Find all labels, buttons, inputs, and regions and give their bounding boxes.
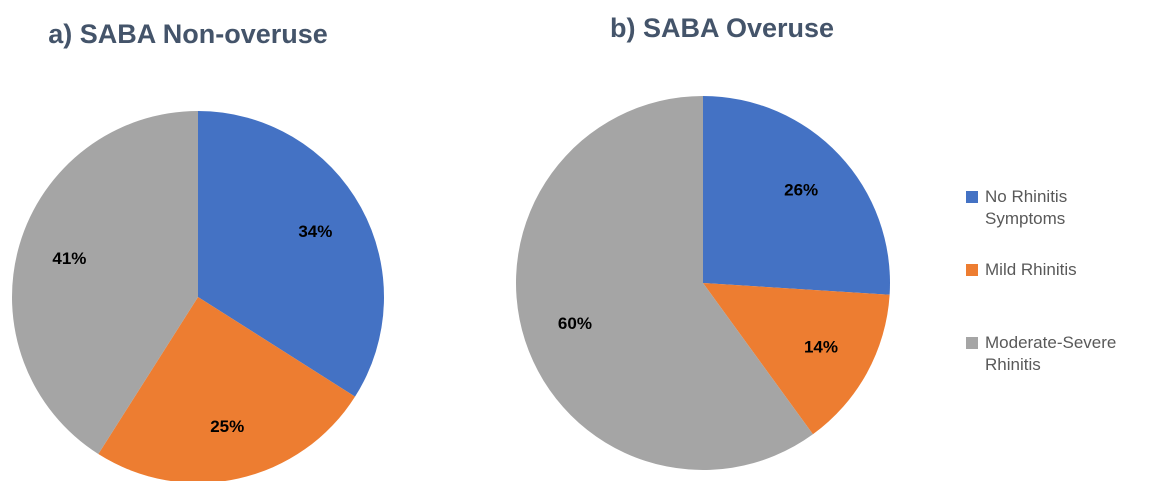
- legend-item: Moderate-Severe Rhinitis: [966, 332, 1156, 405]
- data-label: 34%: [298, 222, 332, 241]
- legend-label: No Rhinitis Symptoms: [985, 187, 1068, 228]
- legend: No Rhinitis Symptoms Mild Rhinitis Moderat…: [966, 186, 1156, 405]
- legend-swatch: [966, 264, 978, 276]
- legend-swatch: [966, 191, 978, 203]
- legend-swatch: [966, 337, 978, 349]
- pie-slice: [703, 96, 890, 295]
- pie-slice: [516, 96, 813, 470]
- chart-title: b) SABA Overuse: [610, 13, 834, 43]
- data-label: 60%: [558, 314, 592, 333]
- legend-item: Mild Rhinitis: [966, 259, 1156, 332]
- legend-item: No Rhinitis Symptoms: [966, 186, 1156, 259]
- legend-label: Moderate-Severe Rhinitis: [985, 333, 1117, 374]
- pie-slice: [198, 111, 384, 397]
- data-label: 14%: [804, 337, 838, 356]
- legend-label: Mild Rhinitis: [985, 260, 1077, 279]
- data-label: 26%: [784, 180, 818, 199]
- chart-title: a) SABA Non-overuse: [48, 19, 328, 49]
- data-label: 25%: [210, 417, 244, 436]
- data-label: 41%: [52, 249, 86, 268]
- pie-slice: [12, 111, 198, 455]
- pie-slice: [703, 283, 890, 435]
- pie-slice: [98, 297, 356, 481]
